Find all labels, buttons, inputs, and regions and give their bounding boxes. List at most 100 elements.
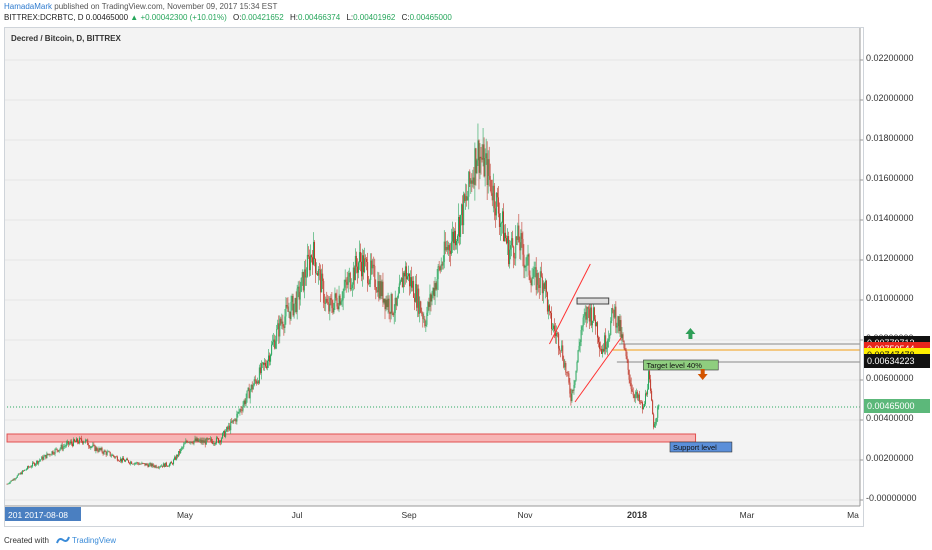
candle-body xyxy=(538,284,540,288)
candle-body xyxy=(259,367,261,374)
candle-body xyxy=(648,371,650,390)
candle-body xyxy=(639,401,641,403)
candle-body xyxy=(651,390,653,401)
candle-body xyxy=(478,140,480,173)
candle-body xyxy=(514,257,516,259)
candle-body xyxy=(202,440,204,443)
candle-body xyxy=(161,465,163,467)
candle-body xyxy=(569,382,571,394)
candle-body xyxy=(429,294,431,307)
close-value: 0.00465000 xyxy=(409,13,452,22)
candle-body xyxy=(197,438,199,442)
candle-body xyxy=(485,153,487,159)
candle-body xyxy=(541,276,543,294)
candle-body xyxy=(60,444,62,449)
candle-body xyxy=(451,231,453,242)
candle-body xyxy=(596,322,598,338)
candle-body xyxy=(125,460,127,462)
candle-body xyxy=(217,438,219,443)
candle-body xyxy=(274,339,276,349)
candle-body xyxy=(175,457,177,460)
trend-channel-lower xyxy=(574,337,622,403)
candle-body xyxy=(57,450,59,452)
candle-body xyxy=(144,463,146,466)
candle-body xyxy=(235,419,237,422)
candle-body xyxy=(612,308,614,310)
candle-body xyxy=(135,463,137,464)
candle-body xyxy=(604,335,606,352)
candle-body xyxy=(328,303,330,312)
author-link[interactable]: HamadaMark xyxy=(4,2,53,11)
candle-body xyxy=(35,463,37,466)
candle-body xyxy=(137,462,139,464)
candle-body xyxy=(628,369,630,380)
candle-body xyxy=(98,448,100,452)
candle-body xyxy=(122,457,124,461)
candle-body xyxy=(362,255,364,277)
candle-body xyxy=(353,267,355,281)
candle-body xyxy=(349,273,351,290)
candle-body xyxy=(464,194,466,201)
tradingview-logo-icon xyxy=(56,536,70,544)
candle-body xyxy=(323,281,325,303)
candle-body xyxy=(39,460,41,461)
candle-body xyxy=(488,159,490,176)
candle-body xyxy=(490,179,492,194)
candle-body xyxy=(610,320,612,335)
candle-body xyxy=(545,280,547,293)
candle-body xyxy=(276,329,278,342)
high-label: H: xyxy=(289,13,298,22)
candle-body xyxy=(13,479,15,480)
candle-body xyxy=(417,288,419,308)
candle-body xyxy=(405,266,407,280)
candle-body xyxy=(208,438,210,440)
candle-body xyxy=(529,275,531,281)
candle-body xyxy=(539,271,541,288)
candle-body xyxy=(446,247,448,250)
candle-body xyxy=(614,306,616,318)
brand-name[interactable]: TradingView xyxy=(72,536,117,545)
candle-body xyxy=(657,406,659,418)
candle-body xyxy=(516,236,518,240)
candle-body xyxy=(410,277,412,287)
candle-body xyxy=(518,225,520,243)
candle-body xyxy=(294,298,296,304)
y-tick-label: 0.00400000 xyxy=(866,413,914,423)
price-chart[interactable]: Target level 40% Support level 201 2017-08… xyxy=(5,28,864,527)
candle-body xyxy=(413,280,415,298)
y-tick-label: -0.00000000 xyxy=(866,493,917,503)
candle-body xyxy=(630,383,632,390)
candle-body xyxy=(151,463,153,467)
candle-body xyxy=(380,281,382,297)
candle-body xyxy=(334,293,336,303)
chart-area[interactable]: Target level 40% Support level 201 2017-08… xyxy=(4,27,864,527)
candle-body xyxy=(16,475,18,478)
candle-body xyxy=(371,260,373,269)
candle-body xyxy=(444,241,446,251)
candle-body xyxy=(535,267,537,290)
candle-body xyxy=(80,438,82,439)
candle-body xyxy=(179,450,181,454)
candle-body xyxy=(120,458,122,462)
candle-body xyxy=(138,463,140,465)
candle-body xyxy=(113,456,115,458)
candle-body xyxy=(558,333,560,349)
candle-body xyxy=(656,417,658,423)
candle-body xyxy=(316,273,318,274)
candle-body xyxy=(463,194,465,226)
candle-body xyxy=(27,466,29,468)
candle-body xyxy=(70,441,72,444)
candle-body xyxy=(93,444,95,446)
candle-body xyxy=(14,478,16,480)
candle-body xyxy=(424,318,426,326)
candle-body xyxy=(409,273,411,287)
candle-body xyxy=(94,445,96,451)
candle-body xyxy=(524,266,526,268)
candle-body xyxy=(133,463,135,465)
candle-body xyxy=(341,300,343,302)
candle-body xyxy=(106,451,108,455)
candle-body xyxy=(401,277,403,288)
candle-body xyxy=(221,438,223,443)
candle-body xyxy=(182,447,184,448)
candle-body xyxy=(653,414,655,428)
